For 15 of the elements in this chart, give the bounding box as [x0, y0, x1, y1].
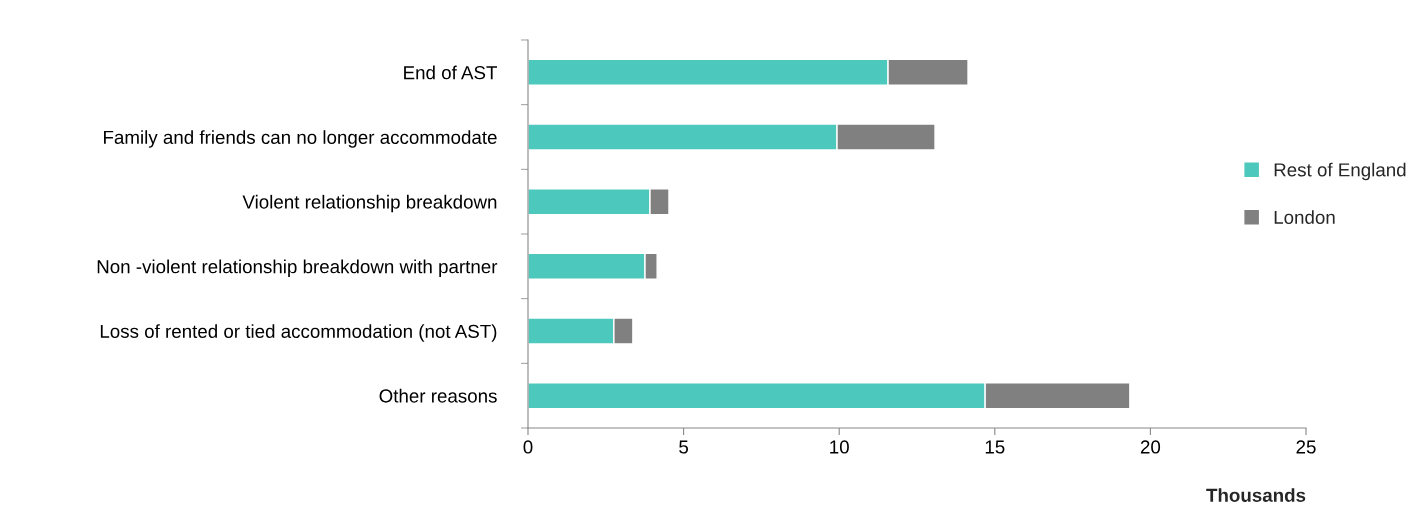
y-tick-label: Other reasons — [379, 388, 497, 403]
legend-label: Rest of England — [1274, 162, 1406, 181]
x-tick-label: 5 — [679, 440, 689, 454]
x-tick-label: 0 — [523, 440, 533, 454]
y-tick-label: Loss of rented or tied accommodation (not AST) — [100, 324, 497, 342]
y-tick-label: Non -violent relationship breakdown with partner — [97, 259, 498, 278]
x-axis-title: Thousands — [1206, 488, 1306, 502]
y-tick-label: End of AST — [404, 65, 498, 80]
x-tick-label: 10 — [830, 440, 849, 454]
legend-label: London — [1274, 210, 1335, 224]
y-tick-label: Family and friends can no longer accommodate — [104, 130, 497, 148]
x-tick-label: 25 — [1296, 440, 1316, 454]
x-tick-label: 20 — [1140, 440, 1161, 454]
x-tick-label: 15 — [985, 440, 1005, 454]
y-tick-label: Violent relationship breakdown — [242, 194, 497, 213]
